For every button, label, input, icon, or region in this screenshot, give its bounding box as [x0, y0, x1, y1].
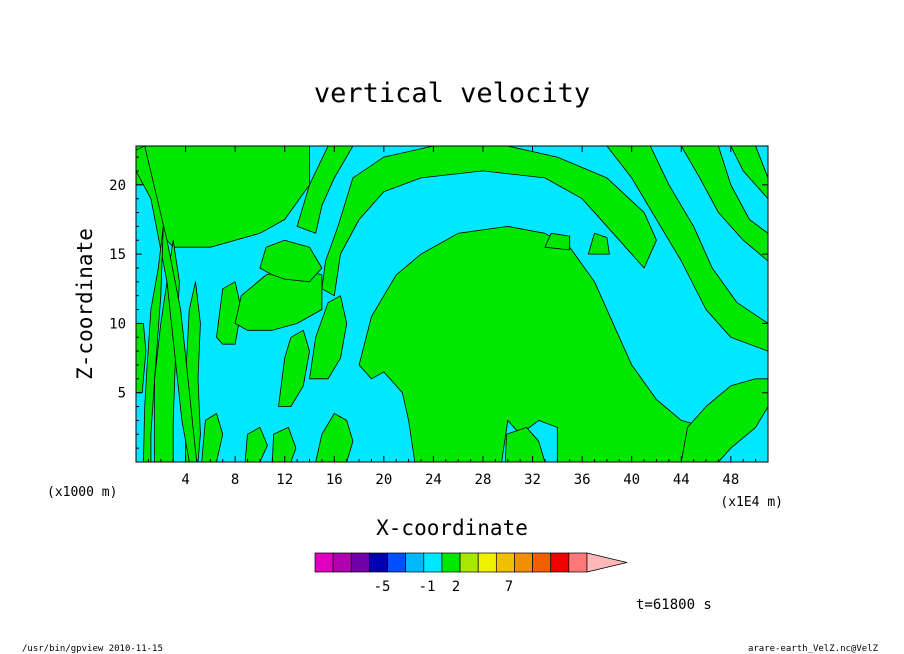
contour-region-8: [259, 239, 323, 283]
x-tick-label: 8: [231, 472, 239, 488]
colorbar-cell: [314, 552, 334, 573]
contour-region-10: [309, 295, 348, 380]
colorbar-cell: [459, 552, 479, 573]
y-axis-label: Z-coordinate: [73, 228, 97, 380]
y-tick-label: 15: [109, 247, 126, 263]
chart-title: vertical velocity: [314, 78, 590, 109]
colorbar-tick-label: 7: [505, 579, 513, 595]
colorbar-tick-label: -1: [419, 579, 436, 595]
y-axis-ticks: 5 10 15 20: [109, 156, 768, 449]
colorbar-cell: [532, 552, 552, 573]
contour-region-23: [587, 232, 610, 255]
colorbar-cell: [514, 552, 533, 573]
x-tick-label: 44: [673, 472, 690, 488]
x-tick-label: 4: [181, 472, 189, 488]
contour-region-4: [142, 225, 164, 462]
x-tick-label: 24: [425, 472, 442, 488]
colorbar-cell: [405, 552, 425, 573]
time-label: t=61800 s: [636, 597, 712, 613]
colorbar-cell: [369, 552, 388, 573]
y-tick-label: 10: [109, 316, 126, 332]
x-tick-label: 32: [524, 472, 541, 488]
colorbar-cell: [423, 552, 443, 573]
colorbar-ticks: -5 -1 2 7: [374, 579, 514, 595]
colorbar-cell: [495, 552, 515, 573]
x-tick-label: 28: [475, 472, 492, 488]
y-tick-label: 5: [118, 386, 126, 402]
contour-region-19: [680, 378, 768, 462]
contour-regions: [136, 146, 768, 462]
x-tick-label: 20: [375, 472, 392, 488]
colorbar-cell: [477, 552, 497, 573]
contour-region-22: [730, 146, 768, 200]
x-tick-label: 36: [574, 472, 591, 488]
contour-region-7: [234, 267, 323, 331]
plot-frame: [135, 145, 769, 463]
colorbar: [314, 552, 628, 573]
contour-region-21: [680, 146, 768, 262]
colorbar-cell: [332, 552, 352, 573]
y-tick-label: 20: [109, 178, 126, 194]
contour-region-12: [244, 426, 268, 462]
contour-region-20: [606, 146, 768, 352]
colorbar-tick-label: -5: [374, 579, 391, 595]
x-tick-label: 40: [623, 472, 640, 488]
footer-left: /usr/bin/gpview 2010-11-15: [22, 644, 163, 654]
x-axis-ticks: 4 8 12 16 20 24 28 32 36 40 44 48: [147, 146, 769, 488]
colorbar-cell: [350, 552, 370, 573]
colorbar-extend-arrow: [586, 552, 628, 573]
x-tick-label: 12: [276, 472, 293, 488]
colorbar-tick-label: 2: [452, 579, 460, 595]
contour-region-11: [201, 413, 224, 462]
colorbar-cell: [568, 552, 588, 573]
colorbar-cell: [550, 552, 570, 573]
colorbar-cell: [441, 552, 461, 573]
x-axis-label: X-coordinate: [376, 516, 528, 540]
contour-region-16: [296, 146, 354, 234]
contour-region-14: [315, 413, 354, 462]
x-unit-right: (x1E4 m): [720, 495, 783, 510]
contour-region-18: [504, 426, 546, 462]
x-unit-left: (x1000 m): [47, 485, 117, 500]
contour-region-15: [321, 146, 657, 297]
contour-region-24: [544, 232, 571, 251]
x-tick-label: 16: [326, 472, 343, 488]
x-tick-label: 48: [722, 472, 739, 488]
contour-region-9: [278, 329, 310, 408]
footer-right: arare-earth_VelZ.nc@VelZ: [748, 644, 879, 654]
contour-region-13: [271, 426, 297, 462]
colorbar-cell: [387, 552, 407, 573]
contour-region-3: [136, 146, 198, 462]
